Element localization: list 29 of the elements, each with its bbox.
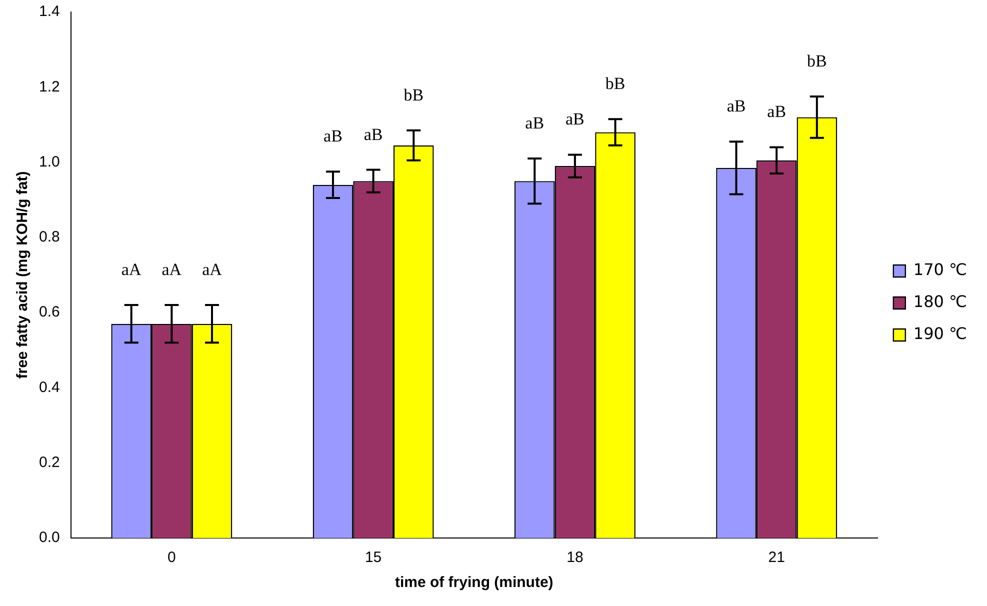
y-tick-label: 0.4 xyxy=(38,378,60,396)
y-tick-label: 0.0 xyxy=(38,529,60,546)
data-label: aB xyxy=(767,102,786,122)
data-label: aB xyxy=(525,113,544,132)
data-label: aB xyxy=(726,96,746,116)
data-label: bB xyxy=(605,74,626,94)
x-tick-label: 21 xyxy=(768,549,785,566)
data-label: aB xyxy=(364,124,383,144)
x-tick-label: 15 xyxy=(364,549,382,566)
y-axis-title: free fatty acid (mg KOH/g fat) xyxy=(14,171,32,379)
data-label: bB xyxy=(806,52,827,71)
legend-label: 180 ℃ xyxy=(913,292,967,312)
data-label: bB xyxy=(404,85,424,104)
legend-label: 170 ℃ xyxy=(913,260,967,280)
y-tick-label: 1.2 xyxy=(38,78,60,96)
data-label: aB xyxy=(324,126,342,146)
y-tick-label: 0.8 xyxy=(38,228,60,246)
data-label: aA xyxy=(121,260,142,280)
x-axis-title: time of frying (minute) xyxy=(394,574,554,592)
x-tick-label: 0 xyxy=(168,549,176,566)
x-tick-label: 18 xyxy=(566,549,584,566)
data-label: aA xyxy=(162,260,182,280)
data-label: aA xyxy=(202,260,223,280)
legend-label: 190 ℃ xyxy=(913,324,967,344)
y-tick-label: 1.0 xyxy=(38,153,60,170)
y-tick-label: 0.2 xyxy=(38,454,60,471)
y-tick-label: 1.4 xyxy=(38,3,60,20)
y-tick-label: 0.6 xyxy=(38,304,60,321)
data-label: aB xyxy=(566,110,584,129)
